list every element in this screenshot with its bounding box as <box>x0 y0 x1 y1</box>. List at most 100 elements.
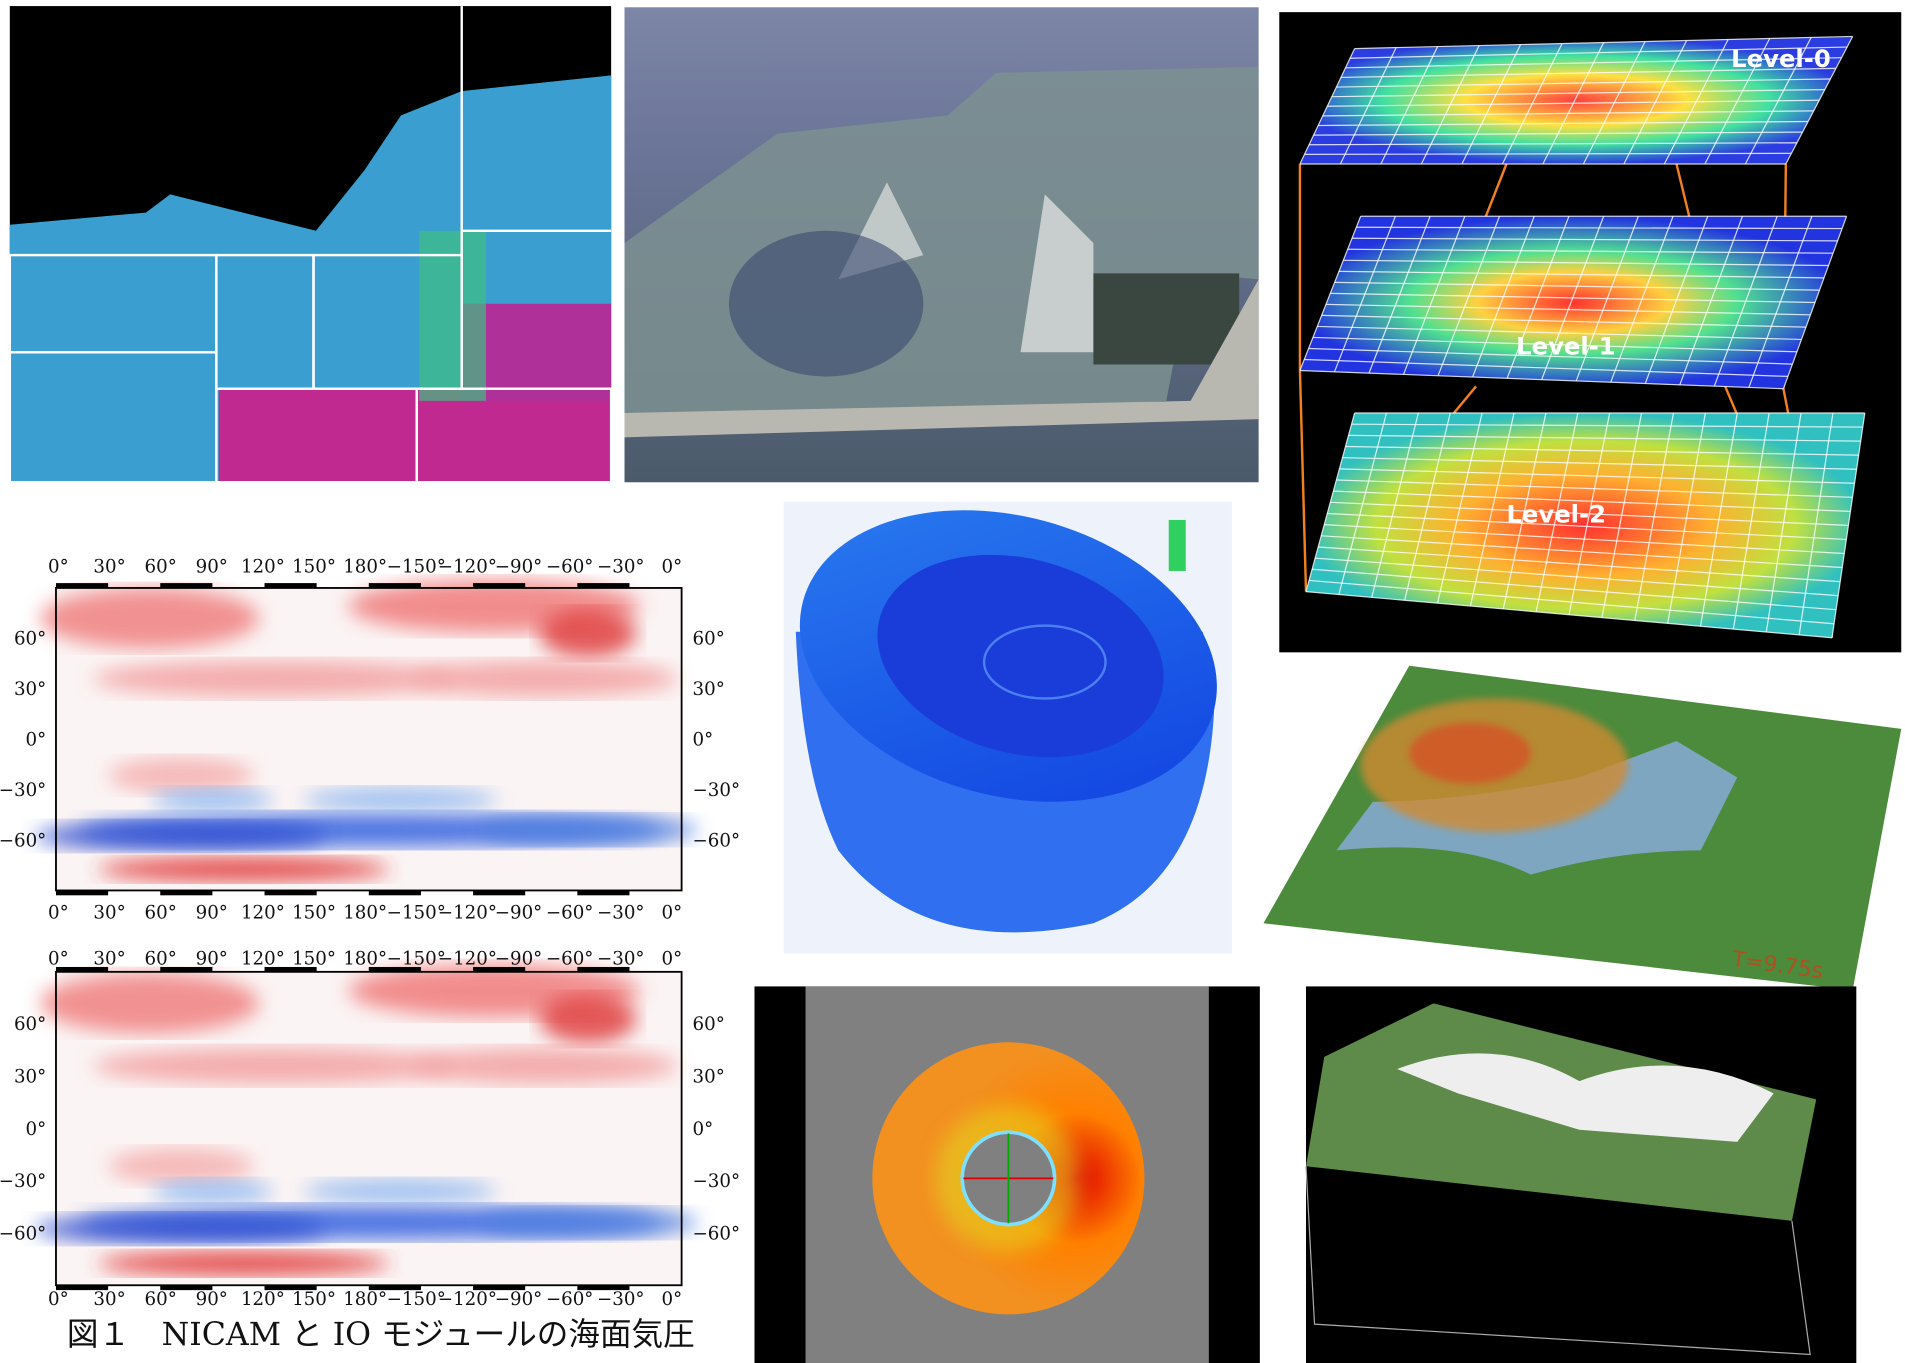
lon-label: 0° <box>48 949 69 970</box>
map: 0° 0° 30° 30° 60° 60° 90° 90° 120° 120° 150° 150° 18… <box>0 556 740 923</box>
cylinder-panel <box>783 501 1232 954</box>
lon-label: 180° <box>343 949 387 970</box>
lat-label: −60° <box>0 1223 46 1244</box>
pressure-anomaly <box>97 1251 390 1276</box>
lon-label: 60° <box>145 556 177 577</box>
frame-tick <box>473 890 526 896</box>
pressure-anomaly <box>410 660 678 697</box>
grid-line <box>1713 216 1778 387</box>
grid-line <box>1679 216 1744 386</box>
grid-line <box>1304 152 1792 155</box>
grid-line <box>1315 557 1839 597</box>
frame-tick <box>473 966 526 972</box>
lat-label: 60° <box>693 628 725 649</box>
figure-caption: 図１ NICAM と IO モジュールの海面気圧 <box>67 1317 695 1353</box>
grid-line <box>1744 37 1812 165</box>
lon-label: −60° <box>546 949 594 970</box>
lat-label: 0° <box>693 729 714 750</box>
lon-label: −90° <box>495 949 543 970</box>
lat-label: 0° <box>26 729 47 750</box>
lon-label: −90° <box>495 903 543 924</box>
lon-label: −150° <box>387 903 446 924</box>
lon-label: 30° <box>93 556 125 577</box>
pressure-anomaly <box>539 994 637 1044</box>
frame-tick <box>368 583 421 588</box>
pressure-anomaly <box>478 1207 698 1238</box>
grid-line <box>1309 142 1797 146</box>
frame-tick <box>368 1285 421 1291</box>
grid-line <box>1601 412 1643 618</box>
lon-label: 150° <box>292 903 336 924</box>
lon-label: 0° <box>662 903 683 924</box>
lon-label: 0° <box>662 1289 683 1310</box>
lat-label: −60° <box>0 830 46 851</box>
lat-label: 30° <box>14 1066 46 1087</box>
lon-label: −60° <box>546 556 594 577</box>
grid-line <box>1765 412 1802 633</box>
grid-line <box>1634 412 1675 621</box>
lon-label: 180° <box>343 556 387 577</box>
frame-tick <box>160 890 213 896</box>
frame-tick <box>55 890 109 896</box>
lon-label: 30° <box>93 949 125 970</box>
lon-label: 0° <box>48 1289 69 1310</box>
lat-label: −30° <box>0 780 46 801</box>
lon-label: 0° <box>48 903 69 924</box>
frame-tick <box>160 1285 213 1291</box>
frame-tick <box>577 583 630 588</box>
frame-tick <box>160 966 213 972</box>
frame-tick <box>473 1285 526 1291</box>
grid-plane <box>1306 413 1865 638</box>
frame-tick <box>264 583 317 588</box>
frame-tick <box>264 966 317 972</box>
level-label: Level-2 <box>1506 499 1606 528</box>
pressure-anomaly <box>410 1047 678 1085</box>
grid-line <box>1321 535 1843 569</box>
pressure-anomaly <box>40 972 260 1034</box>
frame-tick <box>577 890 630 896</box>
pressure-anomaly <box>92 660 458 697</box>
grid-line <box>1308 347 1793 365</box>
grid-line <box>1644 216 1709 384</box>
pressure-anomaly <box>40 587 260 649</box>
frame-tick <box>264 890 317 896</box>
lat-label: −30° <box>0 1171 46 1192</box>
amr-panel: Level-0 Level-1 Level-2 <box>1279 12 1902 653</box>
landscape-panel <box>624 7 1259 483</box>
frame-tick <box>577 966 630 972</box>
lon-label: 150° <box>292 556 336 577</box>
lon-label: 150° <box>292 1289 336 1310</box>
lon-label: −30° <box>597 556 645 577</box>
frame-tick <box>577 1285 630 1291</box>
lon-label: −150° <box>387 1289 446 1310</box>
grid-line <box>1732 412 1770 630</box>
lat-label: 60° <box>14 1014 46 1035</box>
grid-line <box>1330 501 1849 527</box>
lon-label: 180° <box>343 1289 387 1310</box>
grid-line <box>1324 524 1845 555</box>
grid-line <box>1327 512 1847 541</box>
grid-line <box>1312 336 1797 353</box>
lat-label: −60° <box>693 830 741 851</box>
lon-label: −60° <box>546 903 594 924</box>
lon-label: −90° <box>495 556 543 577</box>
grid-line <box>1308 579 1835 625</box>
grid-line <box>1318 546 1841 583</box>
frame-tick <box>368 966 421 972</box>
grid-line <box>1312 568 1837 611</box>
grid-line <box>1748 216 1813 388</box>
lon-label: 120° <box>241 556 285 577</box>
lon-label: 90° <box>196 903 228 924</box>
frame-tick <box>55 966 109 972</box>
lon-label: 0° <box>662 949 683 970</box>
lon-label: 90° <box>196 1289 228 1310</box>
pressure-anomaly <box>97 857 390 882</box>
lat-label: 60° <box>693 1014 725 1035</box>
pressure-anomaly <box>151 1179 274 1204</box>
pressure-anomaly <box>302 787 498 812</box>
pressure-anomaly <box>108 757 254 794</box>
lon-label: 60° <box>145 1289 177 1310</box>
lon-label: −120° <box>438 1289 497 1310</box>
